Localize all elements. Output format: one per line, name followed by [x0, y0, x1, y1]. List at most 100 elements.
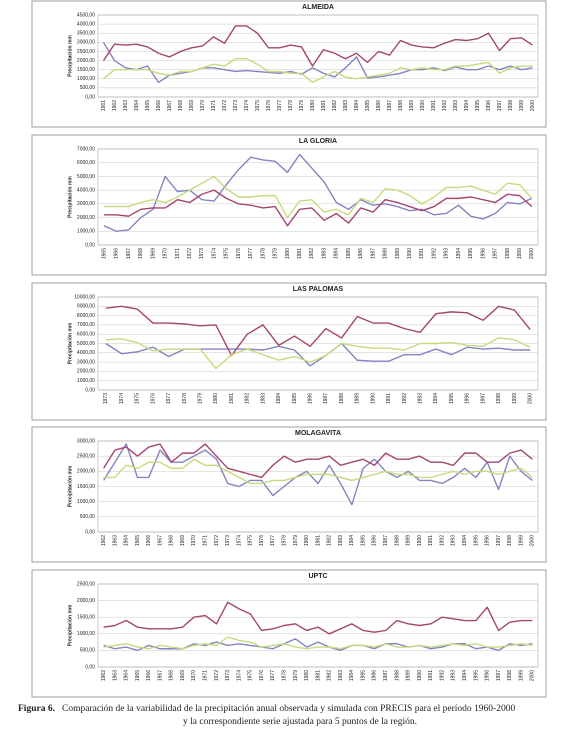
y-tick-label: 1000,00 — [77, 76, 95, 82]
y-tick-label: 0,00 — [85, 529, 95, 535]
x-tick-label: 1968 — [169, 670, 175, 681]
x-tick-label: 1970 — [163, 248, 169, 259]
x-tick-label: 1991 — [386, 393, 392, 404]
y-tick-label: 4500,00 — [77, 12, 95, 18]
x-tick-label: 1999 — [519, 100, 525, 111]
x-tick-label: 1988 — [383, 248, 389, 259]
x-tick-label: 1984 — [354, 100, 360, 111]
series-line — [102, 41, 533, 84]
chart-panel — [31, 282, 547, 421]
series-line — [103, 601, 533, 635]
x-tick-label: 1995 — [473, 670, 479, 681]
x-tick-label: 1993 — [444, 248, 450, 259]
x-tick-label: 1992 — [431, 248, 437, 259]
x-tick-label: 1977 — [166, 393, 172, 404]
series-line — [103, 458, 533, 485]
y-tick-label: 1000,00 — [77, 499, 95, 505]
y-tick-label: 0,00 — [85, 94, 95, 100]
x-tick-label: 1977 — [270, 670, 276, 681]
x-tick-label: 1968 — [169, 535, 175, 546]
x-tick-label: 1987 — [370, 248, 376, 259]
x-tick-label: 1964 — [124, 670, 130, 681]
x-tick-label: 1968 — [138, 248, 144, 259]
y-tick-label: 1500,00 — [77, 67, 95, 73]
plot-frame — [97, 583, 539, 668]
y-tick-label: 3000,00 — [77, 201, 95, 207]
x-tick-label: 1998 — [507, 535, 513, 546]
x-tick-label: 1983 — [343, 100, 349, 111]
x-tick-label: 1970 — [200, 100, 206, 111]
caption-line: Comparación de la variabilidad de la pre… — [62, 704, 515, 714]
x-tick-label: 2000 — [530, 100, 536, 111]
x-tick-label: 1989 — [409, 100, 415, 111]
x-tick-label: 1980 — [310, 100, 316, 111]
x-tick-label: 1965 — [135, 670, 141, 681]
x-tick-label: 1976 — [266, 100, 272, 111]
x-tick-label: 1966 — [146, 535, 152, 546]
x-tick-label: 1963 — [112, 670, 118, 681]
x-tick-label: 1986 — [372, 670, 378, 681]
x-tick-label: 1963 — [123, 100, 129, 111]
x-tick-label: 1971 — [211, 100, 217, 111]
x-tick-label: 1984 — [276, 393, 282, 404]
x-tick-label: 1967 — [157, 535, 163, 546]
x-tick-label: 1975 — [224, 248, 230, 259]
x-tick-label: 1991 — [431, 100, 437, 111]
x-tick-label: 1983 — [260, 393, 266, 404]
y-tick-label: 2000,00 — [77, 215, 95, 221]
chart-title: ALMEIDA — [302, 4, 334, 11]
x-tick-label: 1994 — [456, 248, 462, 259]
x-tick-label: 1987 — [323, 393, 329, 404]
series-line — [102, 25, 533, 67]
x-tick-label: 1989 — [395, 248, 401, 259]
series-line — [103, 638, 533, 652]
x-tick-label: 1998 — [507, 670, 513, 681]
x-tick-label: 1969 — [150, 248, 156, 259]
x-tick-label: 1988 — [394, 670, 400, 681]
series-line — [104, 175, 533, 219]
x-tick-label: 1965 — [135, 535, 141, 546]
x-tick-label: 1972 — [187, 248, 193, 259]
x-tick-label: 2000 — [527, 393, 533, 404]
x-tick-label: 1993 — [453, 100, 459, 111]
chart-title: MOLAGAVITA — [295, 430, 341, 437]
plot-frame — [97, 14, 539, 98]
x-tick-label: 1997 — [496, 535, 502, 546]
x-tick-label: 1969 — [189, 100, 195, 111]
y-tick-label: 2500,00 — [77, 453, 95, 459]
y-tick-label: 3000,00 — [77, 438, 95, 444]
x-tick-label: 1984 — [349, 535, 355, 546]
x-tick-label: 1975 — [255, 100, 261, 111]
x-tick-label: 1968 — [178, 100, 184, 111]
chart-title: LAS PALOMAS — [293, 286, 344, 293]
y-tick-label: 3000,00 — [77, 40, 95, 46]
plot-frame — [97, 296, 539, 391]
y-tick-label: 9000,00 — [77, 304, 95, 310]
x-tick-label: 1994 — [462, 670, 468, 681]
x-tick-label: 1973 — [225, 535, 231, 546]
x-tick-label: 1982 — [327, 670, 333, 681]
y-tick-label: 4000,00 — [77, 350, 95, 356]
plot-frame — [97, 440, 539, 533]
y-tick-label: 0,00 — [85, 664, 95, 670]
x-tick-label: 1979 — [293, 670, 299, 681]
x-tick-label: 1974 — [236, 670, 242, 681]
x-tick-label: 1976 — [259, 670, 265, 681]
x-tick-label: 1996 — [465, 393, 471, 404]
x-tick-label: 1988 — [398, 100, 404, 111]
y-tick-label: 5000,00 — [77, 174, 95, 180]
x-tick-label: 1996 — [485, 670, 491, 681]
x-tick-label: 1983 — [338, 535, 344, 546]
x-tick-label: 1999 — [517, 248, 523, 259]
series-line — [103, 636, 533, 650]
y-tick-label: 0,00 — [85, 387, 95, 393]
x-tick-label: 1977 — [277, 100, 283, 111]
y-tick-label: 6000,00 — [77, 332, 95, 338]
x-tick-label: 1987 — [383, 670, 389, 681]
x-tick-label: 1989 — [406, 670, 412, 681]
x-tick-label: 1966 — [146, 670, 152, 681]
x-tick-label: 1999 — [512, 393, 518, 404]
y-tick-label: 4000,00 — [77, 21, 95, 27]
x-tick-label: 1997 — [496, 670, 502, 681]
